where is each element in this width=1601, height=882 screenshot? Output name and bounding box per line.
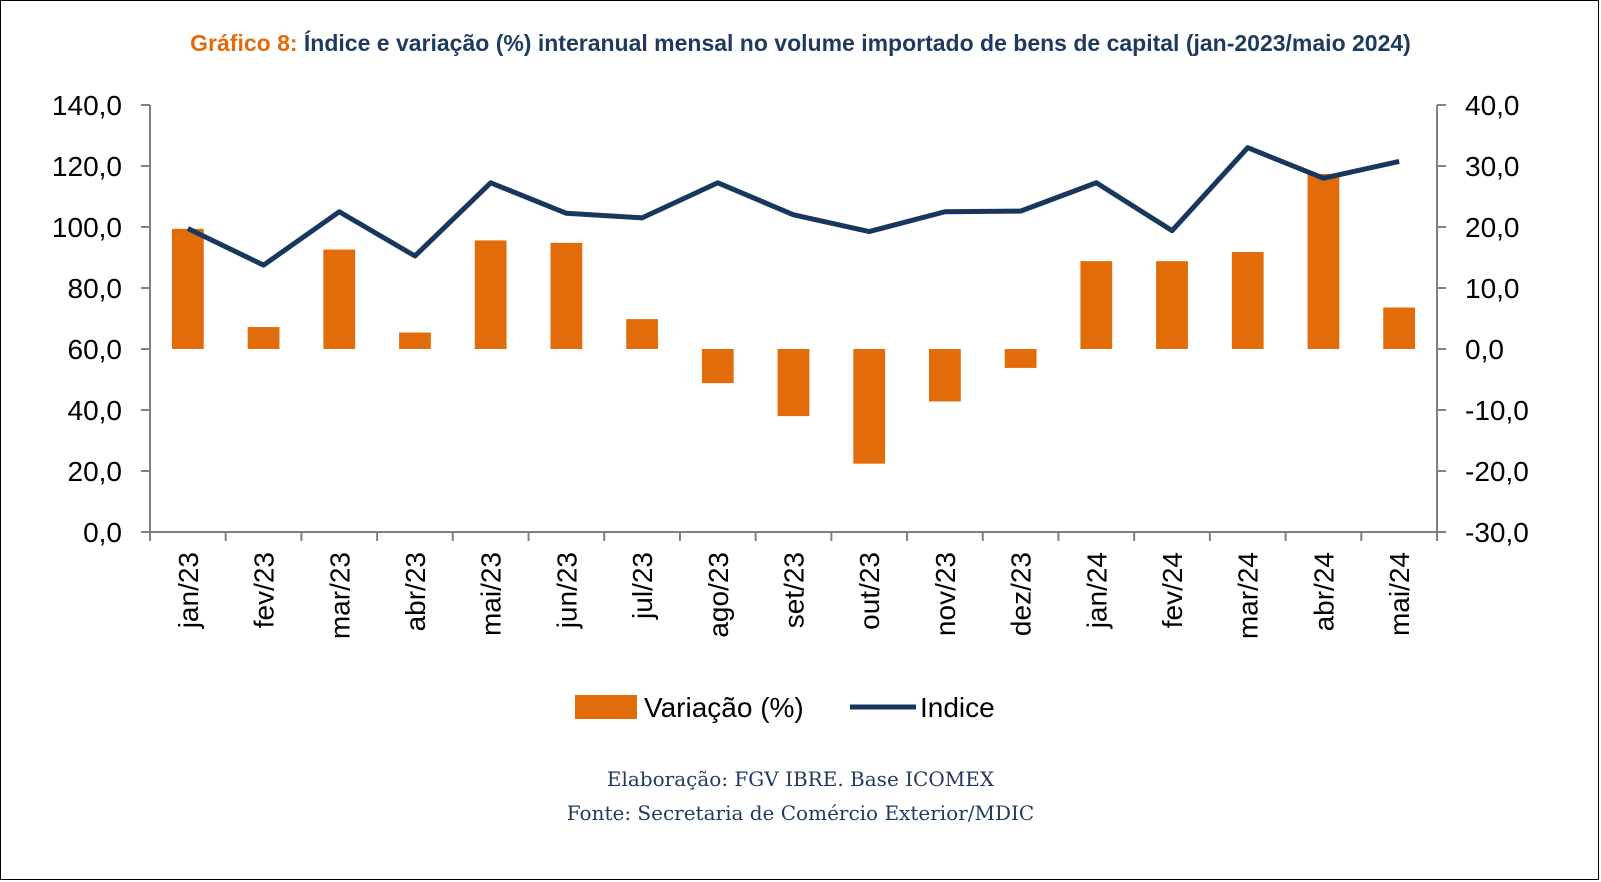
legend-label-variacao: Variação (%) (644, 692, 804, 723)
bar-variacao (171, 228, 204, 349)
y-right-tick-label: -30,0 (1465, 517, 1529, 548)
chart-legend: Variação (%) Indice (575, 692, 995, 723)
x-category-label: mai/24 (1384, 552, 1415, 636)
x-category-label: jan/24 (1081, 552, 1112, 629)
line-indice (186, 145, 1400, 268)
y-left-tick-label: 20,0 (68, 456, 123, 487)
y-right-tick-label: -10,0 (1465, 395, 1529, 426)
bar-variacao (853, 349, 886, 464)
x-category-label: fev/23 (249, 552, 280, 628)
bar-variacao (399, 332, 431, 349)
bar-variacao (1231, 252, 1264, 349)
x-category-label: nov/23 (930, 552, 961, 636)
bar-variacao (1156, 261, 1188, 349)
x-category-label: abr/23 (400, 552, 431, 631)
legend-swatch-variacao (575, 695, 637, 719)
chart-axes (149, 105, 1438, 533)
bar-variacao (474, 240, 507, 349)
bar-variacao (1004, 349, 1037, 368)
x-category-label: dez/23 (1006, 552, 1037, 636)
y-left-tick-label: 80,0 (68, 273, 123, 304)
x-category-label: ago/23 (703, 552, 734, 638)
bar-variacao (626, 319, 658, 349)
bar-variacao (323, 249, 356, 349)
y-right-tick-label: 20,0 (1465, 212, 1520, 243)
y-left-tick-label: 100,0 (52, 212, 122, 243)
credits-elaboracao: Elaboração: FGV IBRE. Base ICOMEX (606, 767, 995, 791)
x-category-label: jun/23 (551, 552, 582, 629)
y-right-tick-label: -20,0 (1465, 456, 1529, 487)
chart-title-prefix: Gráfico 8: (190, 30, 298, 56)
credits-fonte: Fonte: Secretaria de Comércio Exterior/M… (566, 801, 1035, 825)
y-left-tick-label: 120,0 (52, 151, 122, 182)
bar-series-variacao (171, 173, 1416, 464)
y-right-tick-label: 40,0 (1465, 90, 1520, 121)
x-category-label: jan/23 (173, 552, 204, 629)
y-right-tick-label: 10,0 (1465, 273, 1520, 304)
bar-variacao (1080, 261, 1113, 349)
chart-title-main: Índice e variação (%) interanual mensal … (303, 30, 1411, 56)
chart-title: Gráfico 8: Índice e variação (%) interan… (0, 30, 1601, 57)
y-left-tick-label: 140,0 (52, 90, 122, 121)
x-category-label: set/23 (779, 552, 810, 628)
bar-variacao (777, 349, 810, 417)
y-right-tick-label: 0,0 (1465, 334, 1504, 365)
x-category-label: abr/24 (1308, 552, 1339, 631)
x-category-label: mar/23 (324, 552, 355, 639)
y-right-tick-label: 30,0 (1465, 151, 1520, 182)
bar-variacao (247, 327, 280, 349)
bar-variacao (550, 242, 583, 349)
y-left-tick-label: 40,0 (68, 395, 123, 426)
x-category-label: out/23 (854, 552, 885, 630)
bar-variacao (929, 349, 961, 402)
x-category-label: mar/24 (1233, 552, 1264, 639)
x-category-label: fev/24 (1157, 552, 1188, 628)
bar-variacao (1383, 307, 1416, 349)
bar-variacao (1307, 173, 1340, 349)
y-left-tick-label: 0,0 (83, 517, 122, 548)
bar-variacao (701, 349, 734, 384)
axis-ticks: 0,0 20,0 40,0 60,0 80,0 100,0 120,0 140,0 -30,0 -… (52, 90, 1529, 639)
y-left-tick-label: 60,0 (68, 334, 123, 365)
line-series-indice (186, 145, 1400, 268)
legend-label-indice: Indice (920, 692, 995, 723)
chart-credits: Elaboração: FGV IBRE. Base ICOMEX Fonte:… (0, 762, 1601, 830)
chart-plot: 0,0 20,0 40,0 60,0 80,0 100,0 120,0 140,0 -30,0 -… (52, 90, 1529, 723)
x-category-label: jul/23 (627, 552, 658, 620)
x-category-label: mai/23 (476, 552, 507, 636)
